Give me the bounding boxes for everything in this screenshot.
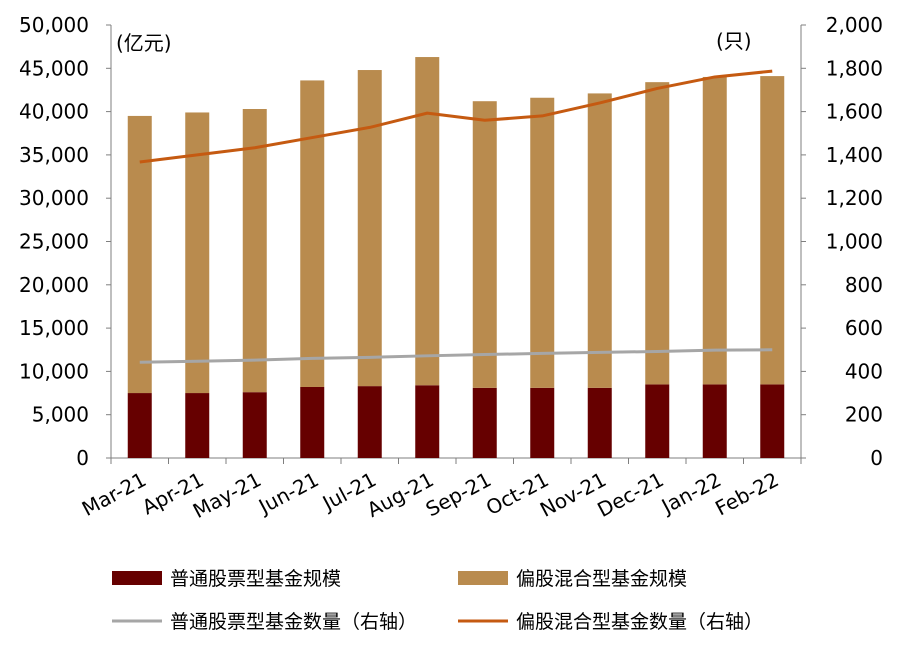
- left-tick-label: 40,000: [19, 100, 89, 124]
- right-tick-label: 800: [845, 273, 883, 297]
- bar-common-stock-size: [530, 387, 555, 458]
- bar-mixed-size: [185, 112, 210, 394]
- lines: [139, 69, 773, 364]
- legend: 普通股票型基金规模 偏股混合型基金规模 普通股票型基金数量（右轴） 偏股混合型基…: [112, 568, 763, 633]
- x-tick-label: Jun-21: [253, 467, 322, 519]
- axes: [106, 24, 806, 464]
- x-tick-label: Feb-22: [711, 467, 782, 520]
- right-tick-label: 1,200: [826, 186, 883, 210]
- bar-common-stock-size: [415, 385, 440, 458]
- legend-swatch-mixed-size: [458, 571, 508, 585]
- bar-common-stock-size: [587, 387, 612, 458]
- bar-mixed-size: [472, 101, 497, 388]
- bar-common-stock-size: [127, 393, 152, 458]
- bar-mixed-size: [587, 93, 612, 388]
- left-tick-label: 10,000: [19, 359, 89, 383]
- bar-mixed-size: [357, 70, 382, 387]
- right-axis-unit: (只): [716, 29, 752, 53]
- bar-mixed-size: [645, 82, 670, 385]
- legend-label-mixed-count: 偏股混合型基金数量（右轴）: [516, 611, 763, 633]
- x-tick-label: Jan-22: [656, 467, 725, 519]
- right-tick-label: 1,600: [826, 100, 883, 124]
- left-tick-label: 5,000: [32, 403, 89, 427]
- right-tick-label: 600: [845, 316, 883, 340]
- bar-common-stock-size: [472, 387, 497, 458]
- bar-mixed-size: [127, 115, 152, 394]
- legend-label-common-stock-count: 普通股票型基金数量（右轴）: [170, 611, 417, 633]
- bar-common-stock-size: [300, 386, 325, 458]
- right-tick-label: 2,000: [826, 13, 883, 37]
- right-tick-label: 0: [870, 446, 883, 470]
- right-tick-label: 200: [845, 403, 883, 427]
- bar-common-stock-size: [185, 393, 210, 458]
- bar-mixed-size: [530, 97, 555, 388]
- left-tick-label: 20,000: [19, 273, 89, 297]
- x-tick-label: Sep-21: [422, 467, 495, 521]
- legend-swatch-common-stock-size: [112, 571, 162, 585]
- bar-mixed-size: [242, 109, 267, 393]
- right-tick-label: 1,000: [826, 230, 883, 254]
- right-tick-label: 1,400: [826, 143, 883, 167]
- bar-common-stock-size: [760, 384, 785, 458]
- line-mixed-count: [139, 69, 773, 164]
- x-tick-label: Mar-21: [78, 467, 150, 521]
- bar-common-stock-size: [357, 386, 382, 458]
- x-tick-label: Nov-21: [536, 467, 610, 522]
- line-common-stock-count: [139, 348, 773, 364]
- bar-mixed-size: [300, 80, 325, 387]
- left-tick-label: 30,000: [19, 186, 89, 210]
- left-tick-label: 45,000: [19, 56, 89, 80]
- left-tick-label: 35,000: [19, 143, 89, 167]
- right-tick-label: 400: [845, 359, 883, 383]
- left-tick-label: 0: [76, 446, 89, 470]
- x-tick-label: Aug-21: [363, 467, 438, 522]
- left-tick-label: 15,000: [19, 316, 89, 340]
- right-tick-label: 1,800: [826, 56, 883, 80]
- legend-label-mixed-size: 偏股混合型基金规模: [516, 568, 687, 590]
- x-tick-label: Dec-21: [593, 467, 667, 522]
- bar-mixed-size: [415, 57, 440, 386]
- left-tick-label: 50,000: [19, 13, 89, 37]
- bar-common-stock-size: [242, 392, 267, 458]
- bars: [127, 57, 785, 458]
- bar-mixed-size: [702, 76, 727, 385]
- left-tick-label: 25,000: [19, 230, 89, 254]
- bar-common-stock-size: [702, 384, 727, 458]
- bar-mixed-size: [760, 76, 785, 385]
- bar-common-stock-size: [645, 384, 670, 458]
- legend-label-common-stock-size: 普通股票型基金规模: [170, 568, 341, 590]
- left-axis-unit: (亿元): [116, 31, 172, 55]
